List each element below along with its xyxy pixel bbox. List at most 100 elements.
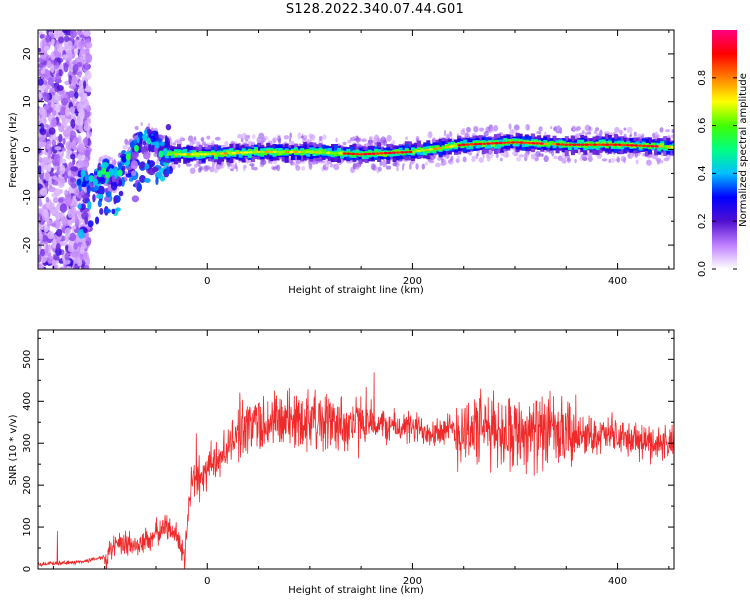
spectrogram-x-ticks: 0 200 400 <box>52 30 670 287</box>
spectrogram-cell <box>428 148 434 151</box>
spectrogram-cell <box>44 69 50 80</box>
spectrogram-cell <box>574 159 577 164</box>
spectrogram-cell <box>42 234 48 242</box>
spectrogram-cell <box>595 127 600 132</box>
spectrogram-cell <box>322 134 327 140</box>
spectrogram-cell <box>662 145 667 148</box>
spectrogram-cell <box>317 151 323 154</box>
spectrogram-cell <box>58 69 63 77</box>
spectrogram-cell <box>142 151 151 160</box>
spectrogram-cell <box>125 153 131 161</box>
spectrogram-cell <box>276 164 281 172</box>
chart-title: S128.2022.340.07.44.G01 <box>285 2 465 17</box>
spectrogram-cell <box>238 150 243 158</box>
spectrogram-cell <box>495 153 499 159</box>
spectrogram-cell <box>167 152 172 156</box>
spectrogram-cell <box>88 175 94 183</box>
spectrogram-cell <box>78 40 86 49</box>
spectrogram-cell <box>45 201 51 209</box>
spectrogram-cell <box>207 152 212 156</box>
spectrogram-cell <box>177 163 181 168</box>
spectrogram-cell <box>79 251 85 261</box>
spectrogram-cell <box>115 207 121 212</box>
spectrogram-cell <box>97 185 105 196</box>
spectrogram-cell <box>663 157 670 162</box>
spectrogram-cell <box>59 241 68 247</box>
spectrogram-cell <box>142 133 148 141</box>
spectrogram-cell <box>275 150 280 156</box>
spectrogram-cell <box>654 142 659 148</box>
spectrogram-cell <box>490 127 495 133</box>
spectrogram-cell <box>581 130 585 135</box>
spectrogram-cell <box>553 127 556 131</box>
spectrogram-cell <box>190 153 196 156</box>
spectrogram-cell <box>39 34 45 39</box>
spectrogram-cell <box>131 150 139 159</box>
spectrogram-cell <box>59 203 68 213</box>
spectrogram-cell <box>71 250 79 258</box>
spectrogram-cell <box>38 156 43 163</box>
spectrogram-cell <box>401 151 406 156</box>
spectrogram-cell <box>568 143 573 146</box>
spectrogram-cell <box>72 158 76 166</box>
spectrogram-cell <box>588 151 593 157</box>
spectrogram-cell <box>166 166 170 176</box>
spectrogram-cell <box>659 127 664 133</box>
spectrogram-cell <box>219 152 224 155</box>
spectrogram-cell <box>642 144 647 148</box>
spectrogram-cell <box>45 34 51 43</box>
spectrogram-cell <box>534 157 539 162</box>
colorbar-gradient <box>712 30 737 269</box>
spectrogram-cell <box>38 201 43 207</box>
spectrogram-cell <box>80 203 86 211</box>
spectrogram-cell <box>615 158 621 162</box>
spectrogram-cell <box>472 140 477 146</box>
spectrogram-cell <box>38 242 42 250</box>
spectrogram-cell <box>443 129 447 137</box>
spectrogram-cell <box>64 166 72 171</box>
spectrogram-cell <box>84 61 89 71</box>
spectrogram-cell <box>87 200 92 210</box>
spectrogram-cell <box>143 129 148 135</box>
spectrogram-cell <box>596 143 602 146</box>
spectrogram-cell <box>84 120 89 130</box>
spectrogram-cell <box>70 30 77 39</box>
spectrogram-cell <box>103 196 111 202</box>
snr-line-layer <box>38 372 674 569</box>
spectrogram-cell <box>63 35 70 43</box>
snr-x-axis-label: Height of straight line (km) <box>288 585 424 596</box>
spectrogram-cell <box>76 178 82 186</box>
spectrogram-cell <box>428 159 434 163</box>
spectrogram-cell <box>518 141 524 144</box>
spectrogram-cell <box>392 140 395 145</box>
spectrogram-cell <box>38 137 44 142</box>
spectrogram-cell <box>313 150 319 154</box>
spectrogram-cell <box>71 76 77 87</box>
spectrogram-cell <box>105 191 112 198</box>
spectrogram-cell <box>86 41 93 49</box>
spectrogram-cell <box>70 153 76 160</box>
spectrogram-cell <box>46 254 53 265</box>
spectrogram-cell <box>588 143 594 146</box>
spectrogram-cell <box>159 175 166 182</box>
spectrogram-cell <box>38 183 43 190</box>
spectrogram-cell <box>650 145 655 151</box>
spectrogram-cell <box>234 162 237 170</box>
spectrogram-cell <box>186 153 191 156</box>
spectrogram-cell <box>224 141 229 147</box>
colorbar-tick-label: 0.6 <box>697 118 708 134</box>
spectrogram-cell <box>635 159 639 165</box>
y-tick-label: 0 <box>22 146 33 152</box>
spectrogram-cell <box>375 152 380 155</box>
spectrogram-cell <box>64 196 73 206</box>
spectrogram-cell <box>395 151 401 154</box>
spectrogram-cell <box>289 132 292 139</box>
spectrogram-cell <box>84 174 90 182</box>
spectrogram-cell <box>498 141 503 145</box>
spectrogram-cell <box>77 30 82 36</box>
spectrogram-cell <box>450 155 454 161</box>
spectrogram-cell <box>637 144 643 147</box>
spectrogram-cell <box>150 135 156 143</box>
spectrogram-cell <box>383 139 387 146</box>
